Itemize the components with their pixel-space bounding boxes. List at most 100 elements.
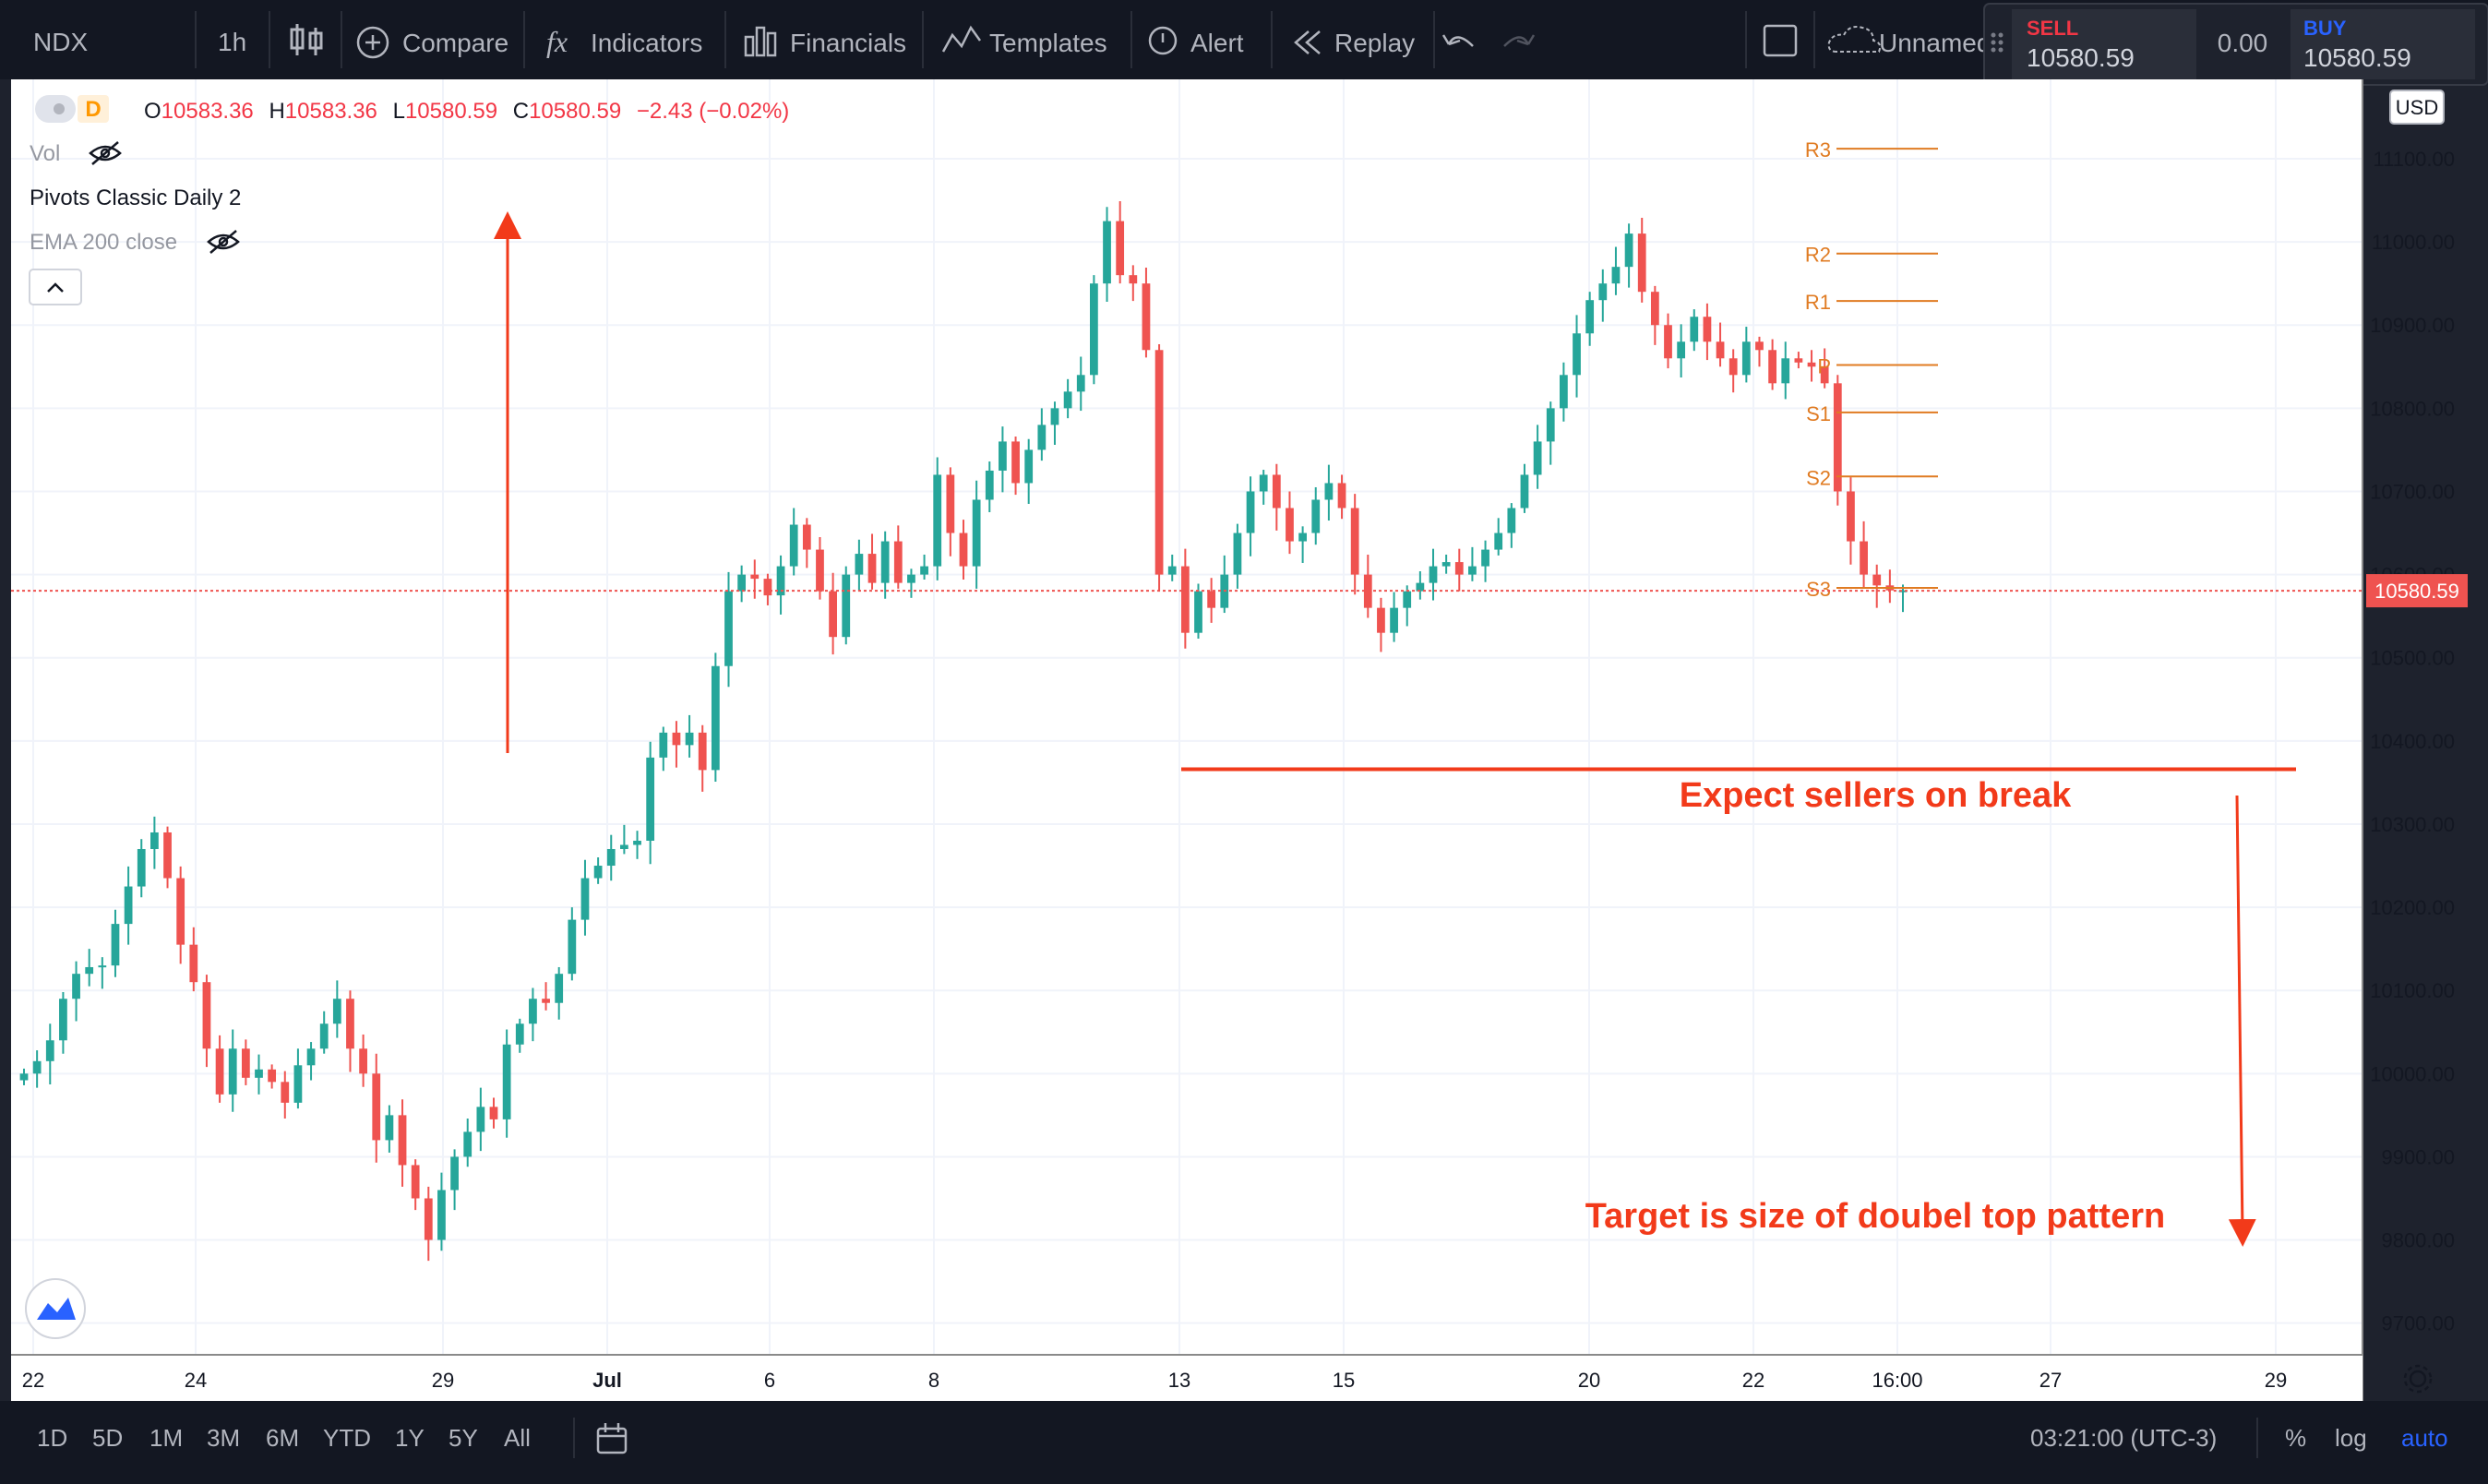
percent-scale-toggle[interactable]: % [2285, 1424, 2306, 1452]
compare-button[interactable]: Compare [356, 26, 508, 59]
range-button-3m[interactable]: 3M [207, 1424, 240, 1452]
range-button-1d[interactable]: 1D [37, 1424, 67, 1452]
candle [268, 1064, 277, 1089]
range-button-6m[interactable]: 6M [266, 1424, 299, 1452]
auto-scale-toggle[interactable]: auto [2401, 1424, 2448, 1452]
candle [1050, 401, 1059, 446]
annotation-target[interactable]: Target is size of doubel top pattern [1585, 1197, 2165, 1236]
undo-icon[interactable] [1441, 34, 1474, 47]
candle [1259, 470, 1268, 505]
collapse-legend-button[interactable] [29, 269, 82, 305]
range-button-5d[interactable]: 5D [92, 1424, 123, 1452]
chevron-up-icon [47, 282, 64, 293]
sell-price: 10580.59 [2027, 43, 2135, 72]
pivot-level-s2: S2 [1806, 466, 1938, 489]
candle [1781, 341, 1790, 400]
price-tick-label: 10500.00 [2370, 647, 2455, 670]
pivots-indicator-label[interactable]: Pivots Classic Daily 2 [30, 186, 241, 210]
candle [1024, 438, 1034, 504]
interval-button[interactable]: 1h [218, 28, 246, 56]
candle [1520, 463, 1529, 513]
candle [1716, 322, 1725, 367]
last-price-badge [2366, 574, 2468, 608]
price-tick-label: 10400.00 [2370, 730, 2455, 753]
range-button-all[interactable]: All [504, 1424, 531, 1452]
candle [907, 568, 915, 598]
pivot-label: S3 [1806, 578, 1831, 601]
drag-handle-icon[interactable] [1991, 32, 2004, 53]
bar-style-icon[interactable] [290, 24, 323, 55]
currency-badge[interactable]: USD [2389, 90, 2445, 125]
candle [476, 1087, 485, 1152]
cloud-icon [1827, 26, 1882, 53]
time-axis-bg [11, 1355, 2362, 1401]
candle [59, 992, 67, 1054]
eye-crossed-icon[interactable] [207, 230, 240, 254]
candle [450, 1149, 459, 1211]
symbol-search[interactable]: NDX [33, 28, 88, 56]
range-button-1m[interactable]: 1M [150, 1424, 183, 1452]
candle [776, 555, 785, 615]
function-icon: fx [546, 25, 568, 58]
drawings[interactable]: Expect sellers on break Target is size of… [494, 211, 2296, 1247]
candle [1429, 548, 1438, 601]
alert-button[interactable]: Alert [1148, 26, 1244, 57]
candle [580, 859, 590, 936]
time-axis[interactable]: 22 24 29 Jul 6 8 13 15 20 22 16:00 27 29 [22, 1369, 2287, 1392]
templates-button[interactable]: Templates [941, 25, 1107, 57]
indicators-button[interactable]: fx Indicators [546, 25, 702, 58]
candle [1454, 548, 1464, 592]
sell-button[interactable]: SELL 10580.59 [2012, 9, 2196, 79]
time-tick-label: Jul [592, 1369, 622, 1392]
ema-indicator-label[interactable]: EMA 200 close [30, 230, 177, 255]
candle [1833, 375, 1842, 506]
range-button-1y[interactable]: 1Y [395, 1424, 425, 1452]
replay-button[interactable]: Replay [1294, 29, 1415, 57]
legend-open: 10583.36 [161, 99, 254, 124]
templates-label: Templates [989, 29, 1107, 57]
tradingview-logo[interactable] [25, 1278, 86, 1339]
legend-low: 10580.59 [405, 99, 497, 124]
settings-gear-icon[interactable] [2403, 1364, 2433, 1394]
range-button-ytd[interactable]: YTD [323, 1424, 371, 1452]
goto-date-icon[interactable] [596, 1423, 628, 1454]
price-tick-label: 10800.00 [2370, 397, 2455, 420]
candle [1611, 246, 1621, 295]
price-axis[interactable]: 11100.00 11000.00 10900.00 10800.00 10700.00… [2370, 148, 2455, 1335]
replay-label: Replay [1334, 29, 1415, 57]
legend-close: 10580.59 [529, 99, 621, 124]
annotation-sellers-on-break[interactable]: Expect sellers on break [1680, 776, 2072, 815]
price-tick-label: 11100.00 [2374, 148, 2456, 171]
clock-timezone[interactable]: 03:21:00 (UTC-3) [2030, 1424, 2217, 1452]
candle [163, 826, 172, 889]
pivot-level-s1: S1 [1806, 402, 1938, 425]
financials-button[interactable]: Financials [744, 26, 906, 57]
layout-name-label: Unnamed [1879, 29, 1991, 57]
fullscreen-icon[interactable] [1763, 24, 1798, 57]
log-scale-toggle[interactable]: log [2335, 1424, 2367, 1452]
legend-low-label: L [393, 99, 405, 124]
price-tick-label: 9700.00 [2381, 1312, 2455, 1335]
range-button-5y[interactable]: 5Y [449, 1424, 478, 1452]
candle [620, 824, 628, 855]
market-status-dot [54, 103, 65, 114]
pivot-levels: R3 R2 R1 P S1 S2 S3 [1805, 138, 1938, 601]
candle [255, 1054, 263, 1095]
time-tick-label: 24 [185, 1369, 207, 1392]
candle [424, 1186, 433, 1262]
candle [515, 1018, 524, 1053]
volume-indicator-label[interactable]: Vol [30, 141, 60, 166]
candles [19, 200, 1908, 1262]
sell-label: SELL [2027, 17, 2078, 40]
pivot-label: P [1817, 354, 1831, 377]
eye-crossed-icon[interactable] [89, 141, 122, 165]
candle [1481, 540, 1489, 582]
grid [11, 79, 2362, 1355]
buy-button[interactable]: BUY 10580.59 [2291, 9, 2475, 79]
target-arrow[interactable] [2228, 795, 2256, 1247]
layout-name-button[interactable]: Unnamed [1827, 26, 1992, 57]
candle [293, 1048, 303, 1109]
candle [1650, 285, 1659, 345]
candle [98, 957, 107, 989]
redo-icon[interactable] [1503, 34, 1536, 47]
